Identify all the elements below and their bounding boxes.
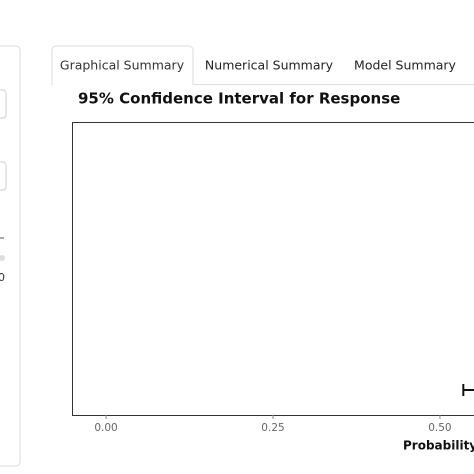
tab[interactable]: Model Summary (354, 58, 457, 73)
sidebar-fragment: 0 (0, 271, 5, 284)
x-tick-label: 0.50 (428, 422, 451, 434)
x-axis-label: Probability (403, 439, 474, 453)
plot-frame (72, 122, 474, 416)
sidebar-input[interactable] (0, 89, 7, 119)
sidebar-slider-handle[interactable] (0, 255, 5, 261)
x-tick-label: 0.00 (94, 422, 117, 434)
sidebar (0, 45, 21, 467)
x-tick-label: 0.25 (261, 422, 284, 434)
tab[interactable]: Numerical Summary (205, 58, 334, 73)
tab[interactable]: Graphical Summary (60, 58, 185, 73)
active-tab[interactable] (51, 45, 194, 85)
chart-title: 95% Confidence Interval for Response (78, 90, 400, 108)
sidebar-input[interactable] (0, 161, 7, 191)
